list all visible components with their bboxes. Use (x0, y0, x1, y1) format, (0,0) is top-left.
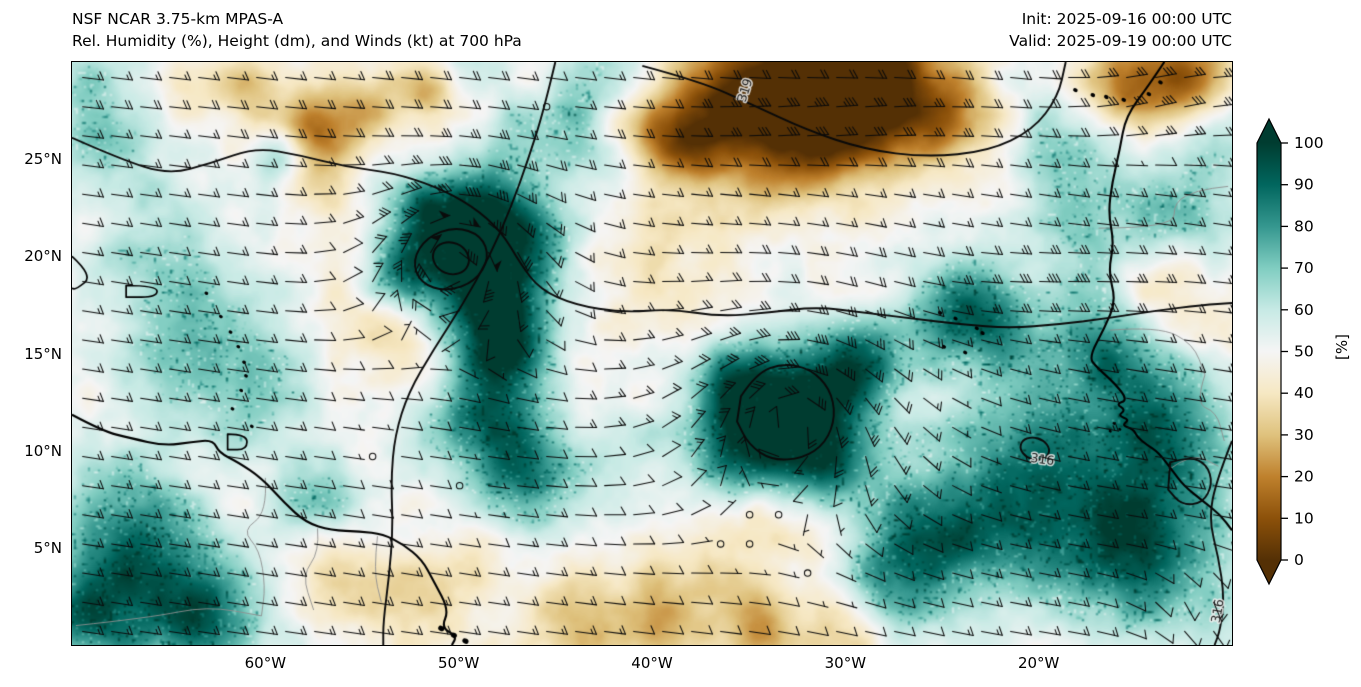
colorbar-tick-label: 100 (1294, 134, 1324, 152)
valid-time: Valid: 2025-09-19 00:00 UTC (1009, 32, 1232, 50)
lat-tick-label: 25°N (24, 150, 62, 169)
colorbar-under-arrow (1257, 560, 1281, 584)
title-block: NSF NCAR 3.75-km MPAS-A Rel. Humidity (%… (72, 8, 522, 52)
lat-tick-label: 5°N (33, 538, 62, 557)
colorbar-tick-label: 80 (1294, 217, 1314, 235)
lon-tick-label: 50°W (437, 654, 480, 672)
lon-tick-label: 40°W (631, 654, 673, 672)
colorbar-tick-label: 20 (1294, 468, 1314, 486)
lon-tick-label: 60°W (244, 654, 287, 672)
colorbar-tick-label: 50 (1294, 343, 1314, 361)
colorbar: 0 10 20 30 40 50 60 70 80 90 100 (1256, 117, 1324, 586)
time-block: Init: 2025-09-16 00:00 UTC Valid: 2025-0… (832, 8, 1232, 52)
colorbar-unit-label: [%] (1333, 334, 1351, 360)
colorbar-tick-label: 40 (1294, 384, 1314, 402)
colorbar-over-arrow (1257, 119, 1281, 143)
colorbar-ticks: 0 10 20 30 40 50 60 70 80 90 100 (1281, 134, 1324, 569)
title-line-2: Rel. Humidity (%), Height (dm), and Wind… (72, 32, 522, 50)
lat-tick-label: 15°N (24, 344, 62, 363)
colorbar-gradient (1257, 143, 1281, 560)
title-line-1: NSF NCAR 3.75-km MPAS-A (72, 10, 284, 28)
colorbar-tick-label: 10 (1294, 509, 1314, 527)
colorbar-tick-label: 0 (1294, 551, 1304, 569)
lat-tick-label: 20°N (24, 247, 62, 266)
lon-tick-label: 20°W (1017, 654, 1060, 672)
lon-tick-label: 30°W (824, 654, 867, 672)
colorbar-tick-label: 90 (1294, 176, 1314, 194)
lat-tick-label: 10°N (24, 441, 62, 460)
init-time: Init: 2025-09-16 00:00 UTC (1021, 10, 1232, 28)
colorbar-tick-label: 30 (1294, 426, 1314, 444)
colorbar-tick-label: 60 (1294, 301, 1314, 319)
map-canvas (71, 61, 1233, 646)
colorbar-tick-label: 70 (1294, 259, 1314, 277)
